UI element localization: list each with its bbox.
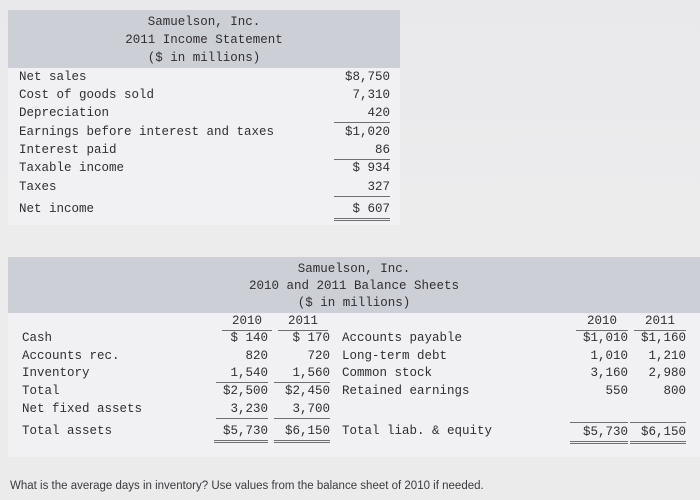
- liab-2011-accounts-payable: $1,160: [640, 331, 686, 345]
- asset-2010-cash: $ 140: [230, 331, 268, 345]
- liab-label-retained-earnings: Retained earnings: [342, 384, 470, 398]
- row-label-ebit: Earnings before interest and taxes: [19, 125, 275, 139]
- year-header-2011: 2011: [278, 312, 328, 331]
- asset-2010-inventory: 1,540: [216, 364, 268, 383]
- asset-label-inventory: Inventory: [22, 366, 90, 380]
- liab-2010-long-term-debt: 1,010: [590, 349, 628, 363]
- row-value-ebit: $1,020: [344, 125, 390, 139]
- asset-2011-cash: $ 170: [292, 331, 330, 345]
- asset-label-total: Total: [22, 384, 60, 398]
- row-value-taxable-income: $ 934: [352, 161, 390, 175]
- income-statement-table: Samuelson, Inc. 2011 Income Statement ($…: [8, 10, 400, 225]
- row-value-depreciation: 420: [334, 104, 390, 123]
- asset-2010-net-fixed-assets: 3,230: [216, 400, 268, 419]
- company-name: Samuelson, Inc.: [297, 262, 411, 276]
- liab-label-long-term-debt: Long-term debt: [342, 349, 448, 363]
- asset-2011-total: $2,450: [284, 384, 330, 398]
- row-label-net-income: Net income: [19, 202, 95, 216]
- income-statement-header: Samuelson, Inc. 2011 Income Statement ($…: [8, 10, 400, 68]
- asset-2011-net-fixed-assets: 3,700: [274, 400, 330, 419]
- statement-title: 2011 Income Statement: [125, 33, 283, 47]
- row-label-taxes: Taxes: [19, 180, 57, 194]
- liab-2011-total-liab-equity: $6,150: [630, 422, 686, 444]
- units-note: ($ in millions): [297, 296, 411, 310]
- asset-2010-total: $2,500: [222, 384, 268, 398]
- asset-label-net-fixed-assets: Net fixed assets: [22, 402, 143, 416]
- year-header-2010: 2010: [576, 312, 628, 331]
- liab-2010-total-liab-equity: $5,730: [570, 422, 628, 444]
- asset-label-total-assets: Total assets: [22, 424, 113, 438]
- liab-2011-retained-earnings: 800: [663, 384, 686, 398]
- balance-sheet-title: 2010 and 2011 Balance Sheets: [248, 279, 460, 293]
- asset-2011-inventory: 1,560: [274, 364, 330, 383]
- row-value-interest: 86: [334, 141, 390, 160]
- liab-2010-retained-earnings: 550: [605, 384, 628, 398]
- row-label-taxable-income: Taxable income: [19, 161, 125, 175]
- asset-2011-accounts-rec: 720: [307, 349, 330, 363]
- liab-2011-common-stock: 2,980: [648, 366, 686, 380]
- liab-label-accounts-payable: Accounts payable: [342, 331, 463, 345]
- liab-label-total-liab-equity: Total liab. & equity: [342, 424, 493, 438]
- liab-label-common-stock: Common stock: [342, 366, 433, 380]
- asset-label-cash: Cash: [22, 331, 53, 345]
- row-label-net-sales: Net sales: [19, 70, 87, 84]
- row-label-depreciation: Depreciation: [19, 106, 110, 120]
- row-value-net-income: $ 607: [334, 200, 390, 221]
- liab-2010-accounts-payable: $1,010: [582, 331, 628, 345]
- row-label-interest: Interest paid: [19, 143, 117, 157]
- year-header-2010: 2010: [222, 312, 272, 331]
- balance-sheet-table: Samuelson, Inc. 2010 and 2011 Balance Sh…: [8, 257, 700, 457]
- units-note: ($ in millions): [147, 51, 261, 65]
- question-text: What is the average days in inventory? U…: [10, 480, 484, 492]
- year-header-2011: 2011: [634, 312, 686, 331]
- asset-2010-accounts-rec: 820: [245, 349, 268, 363]
- company-name: Samuelson, Inc.: [147, 15, 261, 29]
- balance-sheet-header: Samuelson, Inc. 2010 and 2011 Balance Sh…: [8, 257, 700, 313]
- row-value-net-sales: $8,750: [344, 70, 390, 84]
- asset-2010-total-assets: $5,730: [214, 422, 268, 443]
- row-value-taxes: 327: [334, 178, 390, 197]
- row-label-cogs: Cost of goods sold: [19, 88, 155, 102]
- liab-2011-long-term-debt: 1,210: [648, 349, 686, 363]
- liab-2010-common-stock: 3,160: [590, 366, 628, 380]
- row-value-cogs: 7,310: [352, 88, 390, 102]
- asset-2011-total-assets: $6,150: [274, 422, 330, 443]
- asset-label-accounts-rec: Accounts rec.: [22, 349, 120, 363]
